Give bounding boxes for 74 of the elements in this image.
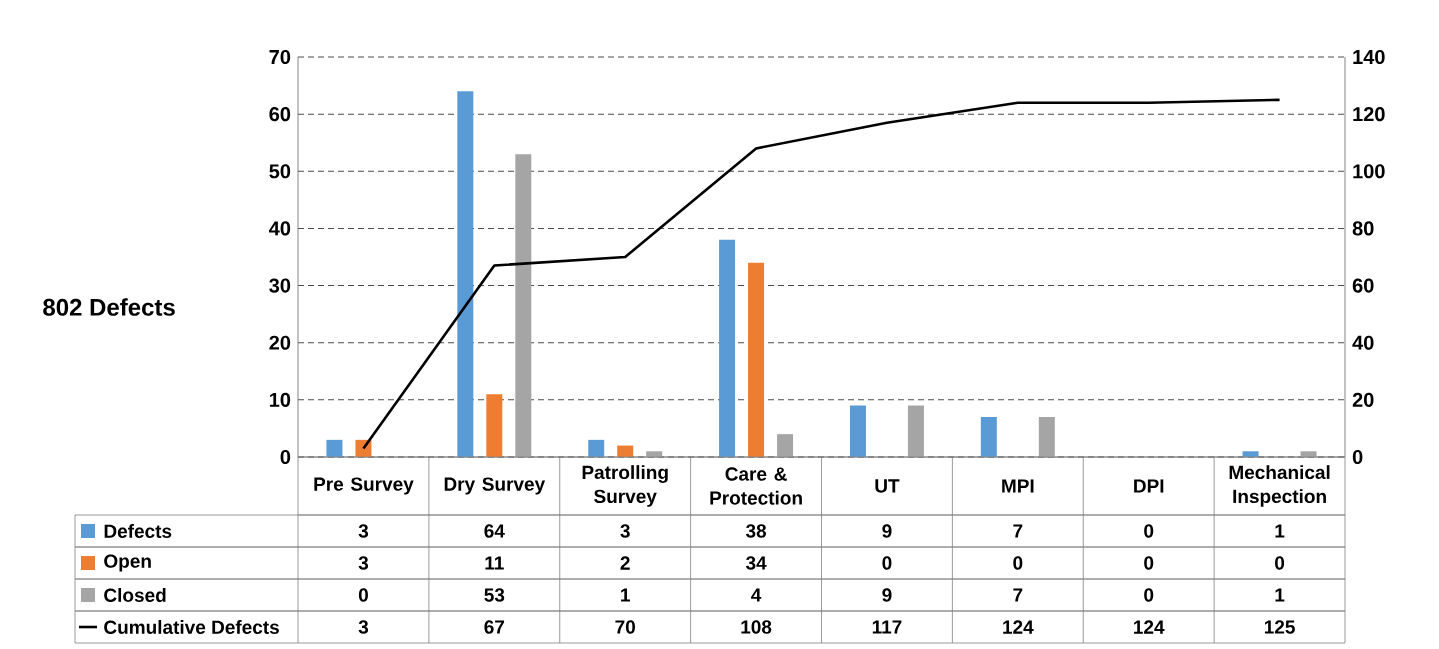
bar [326, 439, 343, 457]
x-tick-label: Care & Protection [710, 467, 802, 505]
y2-tick-label: 120 [1353, 107, 1385, 122]
data-label: 4 [751, 588, 762, 602]
data-label: 53 [484, 588, 505, 602]
data-label: 0 [882, 556, 892, 570]
data-label: 70 [615, 620, 635, 634]
data-label: 1 [621, 588, 630, 602]
y2-tick-label: 40 [1352, 335, 1374, 350]
data-label: 1 [1275, 524, 1285, 538]
y-tick-label: 50 [269, 164, 291, 179]
y2-tick-label: 60 [1352, 278, 1374, 293]
y2-tick-label: 0 [1352, 449, 1363, 465]
data-label: 0 [1144, 524, 1154, 538]
data-label: 0 [1275, 556, 1285, 570]
y2-tick-label: 140 [1353, 49, 1385, 65]
bar [457, 91, 474, 457]
y-axis-title: 802 Defects [43, 298, 175, 316]
y-tick-label: 40 [269, 221, 291, 236]
data-label: 0 [358, 588, 368, 602]
x-tick-label: Pre Survey [314, 477, 414, 495]
x-tick-label: DPI [1134, 479, 1164, 493]
x-tick-label: Dry Survey [444, 477, 546, 495]
bar [588, 439, 605, 457]
bar [980, 417, 997, 457]
data-label: 7 [1013, 524, 1023, 538]
legend-label: Closed [104, 588, 166, 602]
legend-label: Open [104, 554, 151, 572]
data-label: 2 [620, 556, 630, 570]
data-label: 9 [882, 524, 892, 538]
bar [1038, 417, 1055, 457]
legend-label: Defects [104, 524, 172, 538]
data-label: 117 [872, 620, 902, 634]
data-label: 3 [358, 620, 369, 634]
data-label: 34 [745, 556, 767, 570]
data-label: 124 [1134, 620, 1165, 634]
y-tick-label: 60 [269, 107, 291, 122]
y-tick-label: 0 [280, 449, 291, 465]
data-label: 11 [485, 556, 504, 570]
y2-tick-label: 100 [1353, 164, 1385, 179]
y2-tick-label: 20 [1352, 392, 1374, 407]
bar [849, 405, 866, 457]
line-series [362, 98, 1281, 450]
legend-label: Cumulative Defects [104, 620, 279, 634]
data-label: 7 [1013, 588, 1023, 602]
x-tick-label: MPI [1002, 479, 1034, 493]
data-label: 125 [1264, 620, 1295, 634]
y-tick-label: 30 [269, 278, 291, 293]
x-tick-label: UT [875, 479, 900, 493]
y-tick-label: 20 [269, 335, 291, 350]
data-label: 3 [620, 524, 630, 538]
y-tick-label: 10 [269, 392, 291, 407]
y2-tick-label: 80 [1352, 221, 1374, 236]
data-label: 1 [1275, 588, 1285, 602]
data-label: 64 [484, 524, 505, 538]
data-label: 67 [484, 620, 505, 634]
bar [719, 239, 736, 457]
data-label: 3 [358, 556, 369, 570]
y-tick-label: 70 [269, 49, 291, 65]
data-label: 0 [1144, 588, 1154, 602]
bar [907, 405, 924, 457]
bar [486, 394, 503, 457]
data-label: 9 [882, 588, 892, 602]
data-label: 0 [1144, 556, 1154, 570]
x-tick-label: Mechanical Inspection [1229, 465, 1330, 507]
data-label: 38 [745, 524, 767, 538]
data-label: 3 [358, 524, 369, 538]
bar [748, 262, 765, 457]
data-label: 124 [1003, 620, 1034, 634]
x-tick-label: Patrolling Survey [582, 465, 668, 507]
bar [515, 154, 532, 457]
data-label: 108 [741, 620, 772, 634]
bar [777, 434, 794, 457]
data-label: 0 [1013, 556, 1023, 570]
